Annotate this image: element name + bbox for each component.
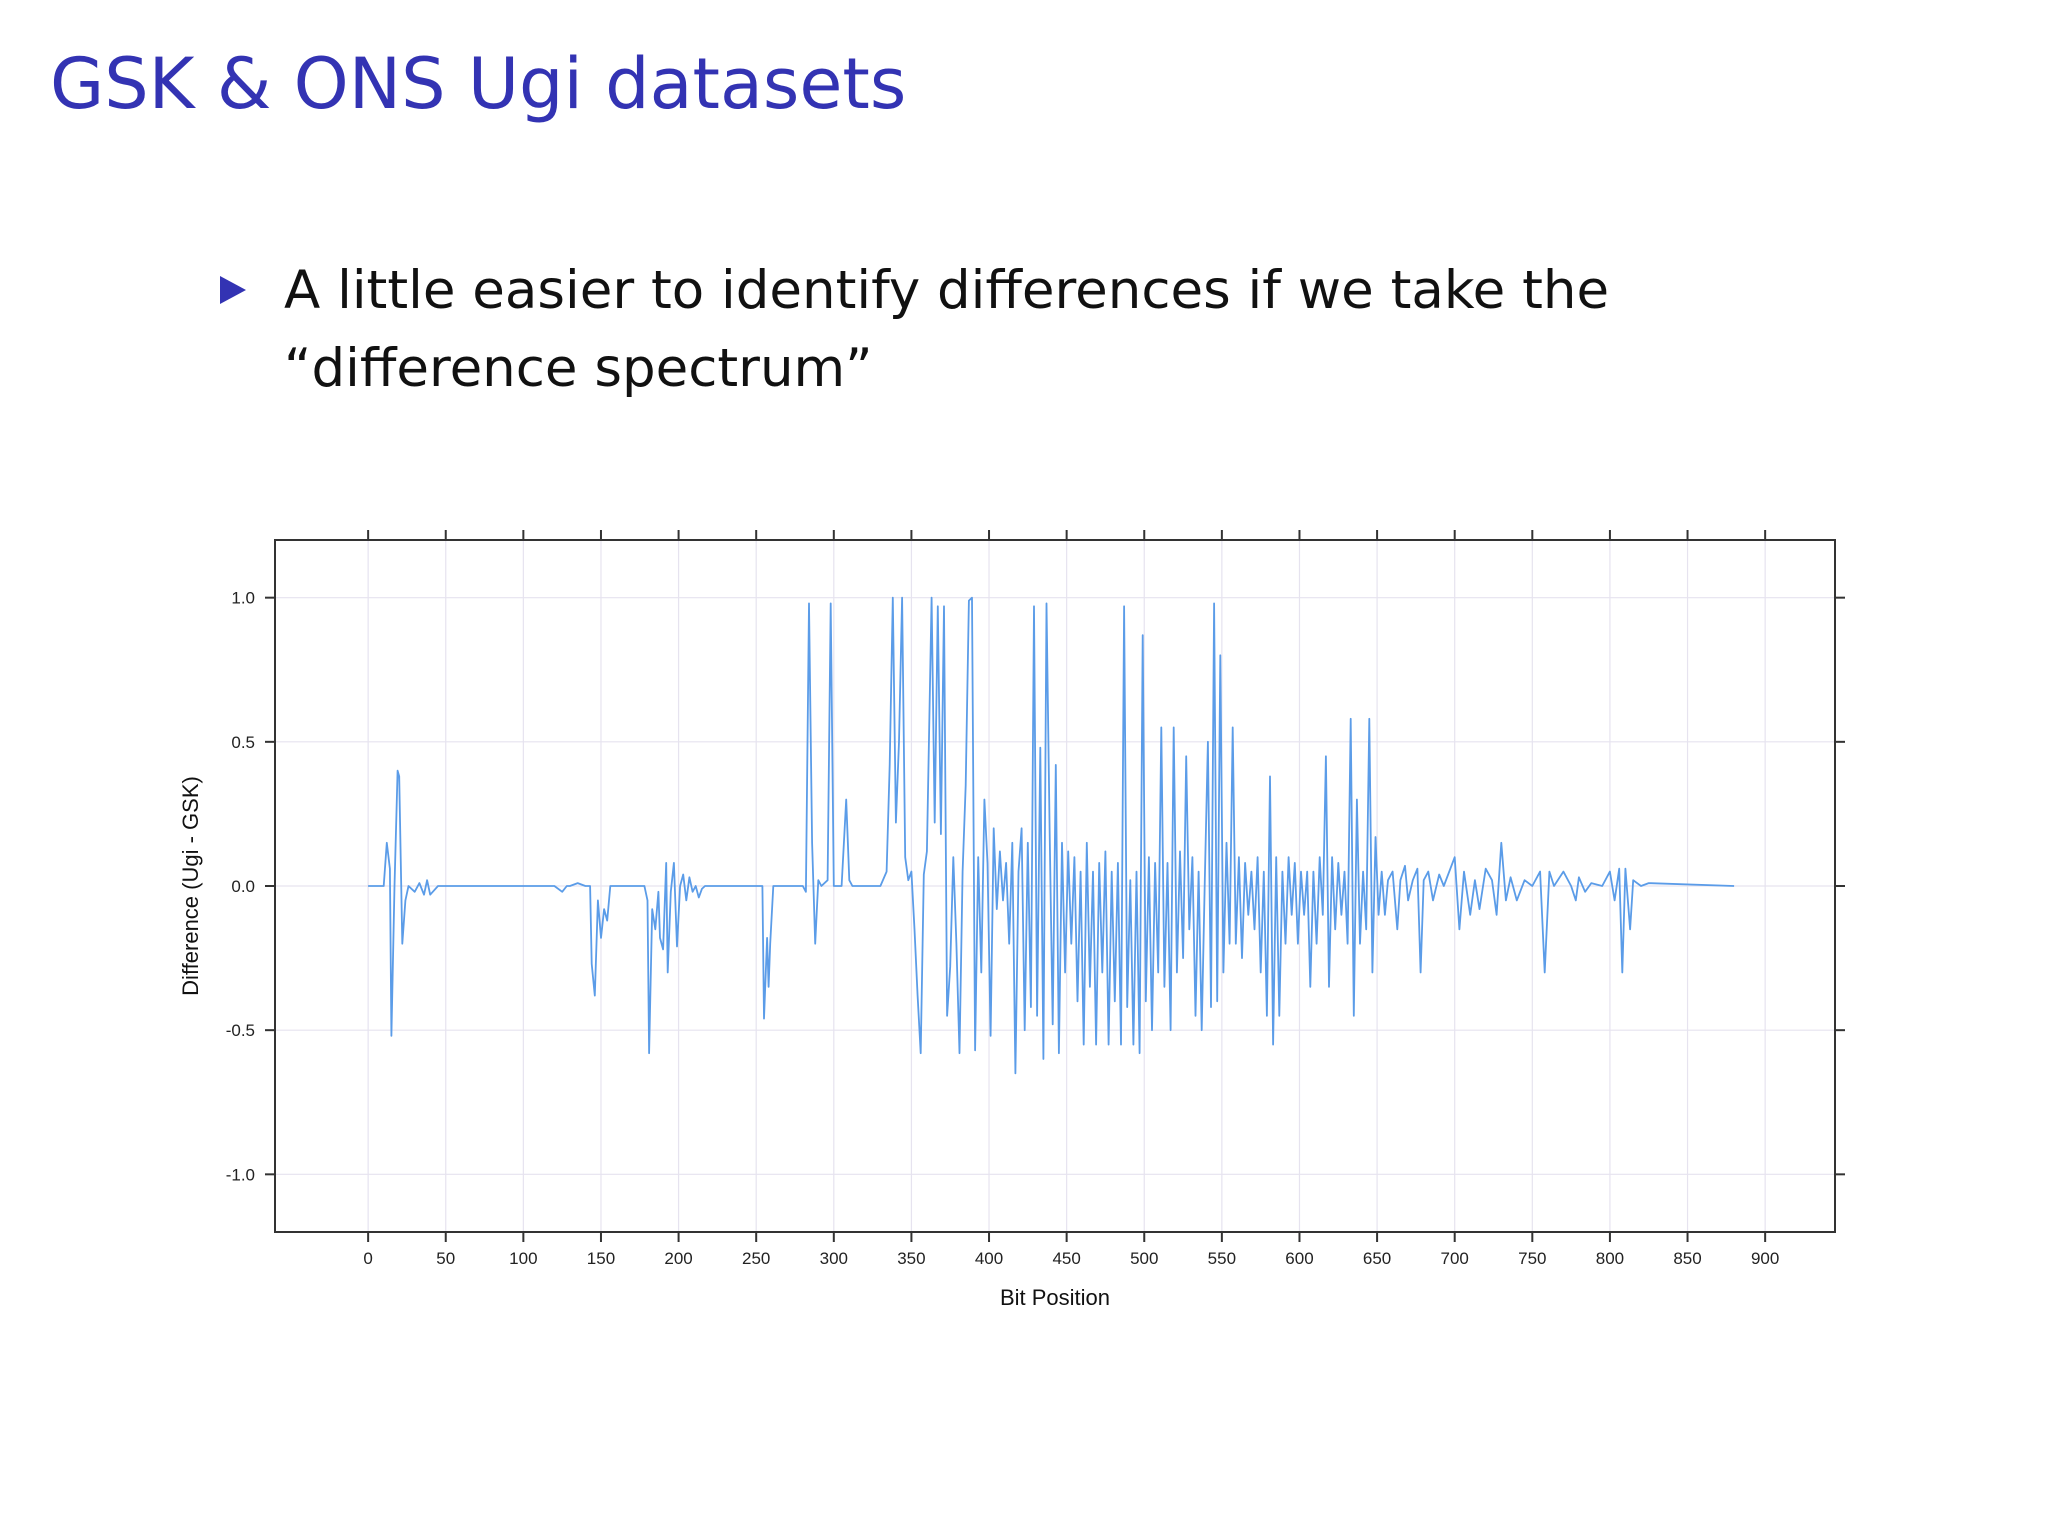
bullet-triangle-icon: [220, 276, 246, 304]
x-tick-label: 550: [1208, 1249, 1236, 1268]
x-tick-label: 0: [363, 1249, 372, 1268]
slide-title: GSK & ONS Ugi datasets: [50, 43, 907, 125]
x-tick-label: 900: [1751, 1249, 1779, 1268]
x-tick-label: 400: [975, 1249, 1003, 1268]
x-tick-label: 800: [1596, 1249, 1624, 1268]
x-tick-label: 150: [587, 1249, 615, 1268]
x-tick-label: 250: [742, 1249, 770, 1268]
x-tick-label: 500: [1130, 1249, 1158, 1268]
x-tick-label: 100: [509, 1249, 537, 1268]
series-line: [368, 596, 1735, 1075]
y-axis-label: Difference (Ugi - GSK): [178, 776, 203, 996]
y-tick-label: 0.5: [231, 733, 255, 752]
x-tick-label: 300: [820, 1249, 848, 1268]
bullet-item: A little easier to identify differences …: [220, 252, 1880, 408]
x-tick-label: 850: [1673, 1249, 1701, 1268]
y-tick-label: -0.5: [226, 1021, 255, 1040]
x-tick-label: 600: [1285, 1249, 1313, 1268]
x-tick-label: 450: [1052, 1249, 1080, 1268]
x-tick-label: 700: [1441, 1249, 1469, 1268]
axis-ticks: [265, 530, 1845, 1242]
x-tick-label: 650: [1363, 1249, 1391, 1268]
y-tick-label: 0.0: [231, 877, 255, 896]
x-tick-label: 50: [436, 1249, 455, 1268]
x-tick-label: 200: [664, 1249, 692, 1268]
y-tick-label: 1.0: [231, 589, 255, 608]
y-tick-label: -1.0: [226, 1165, 255, 1184]
tick-labels: 0 50 100 150 200 250 300 350 400 450 500 550 600 650 7…: [226, 589, 1780, 1268]
bullet-text: A little easier to identify differences …: [284, 260, 1610, 399]
plot-frame: [274, 539, 1836, 1233]
x-tick-label: 350: [897, 1249, 925, 1268]
x-axis-label: Bit Position: [1000, 1285, 1110, 1310]
data-series-line: [368, 596, 1735, 1075]
x-tick-label: 750: [1518, 1249, 1546, 1268]
